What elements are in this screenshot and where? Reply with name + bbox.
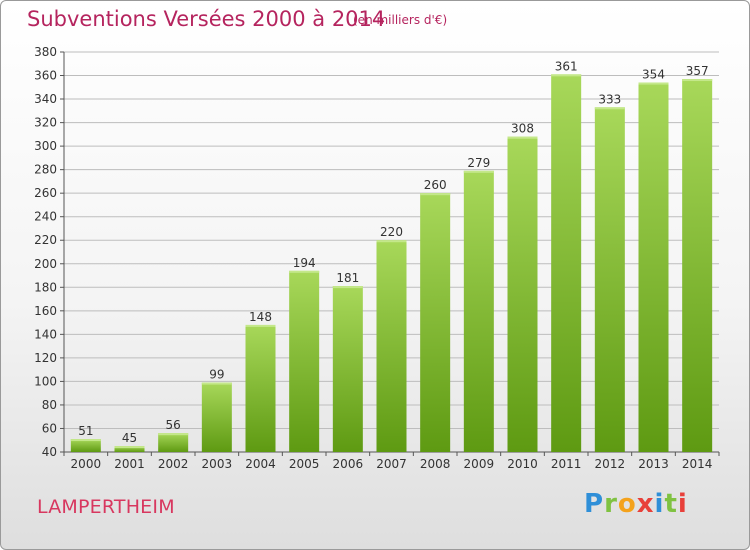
logo-letter: t — [664, 489, 678, 519]
y-tick-label: 40 — [42, 445, 57, 459]
bar-2005 — [289, 270, 320, 452]
bar-highlight — [551, 74, 582, 77]
y-tick-label: 300 — [34, 139, 57, 153]
bar-2014 — [682, 79, 713, 452]
y-tick-label: 160 — [34, 304, 57, 318]
value-label: 194 — [293, 256, 316, 270]
y-tick-label: 320 — [34, 116, 57, 130]
value-label: 51 — [78, 424, 93, 438]
bar-2009 — [463, 170, 494, 452]
bar-highlight — [158, 433, 189, 436]
x-tick-label: 2005 — [289, 457, 320, 471]
y-tick-label: 60 — [42, 421, 57, 435]
y-tick-label: 120 — [34, 351, 57, 365]
value-label: 220 — [380, 225, 403, 239]
value-label: 56 — [166, 418, 181, 432]
bar-highlight — [682, 79, 713, 82]
x-tick-label: 2009 — [464, 457, 495, 471]
bar-2012 — [594, 107, 625, 452]
bar-2002 — [158, 433, 189, 452]
x-tick-label: 2003 — [202, 457, 233, 471]
x-tick-label: 2007 — [376, 457, 407, 471]
bar-highlight — [420, 193, 451, 196]
bar-highlight — [332, 286, 363, 289]
y-tick-label: 340 — [34, 92, 57, 106]
logo-letter: i — [654, 489, 665, 519]
logo-letter: i — [677, 489, 688, 519]
y-tick-label: 380 — [34, 45, 57, 59]
bar-highlight — [201, 382, 232, 385]
y-tick-label: 140 — [34, 327, 57, 341]
bar-highlight — [463, 170, 494, 173]
chart-title: Subventions Versées 2000 à 2014 — [27, 7, 386, 31]
bar-highlight — [507, 136, 538, 139]
proxiti-logo[interactable]: Proxiti — [584, 489, 688, 519]
y-tick-label: 100 — [34, 374, 57, 388]
value-label: 279 — [467, 156, 490, 170]
bar-2006 — [332, 286, 363, 452]
chart-subtitle: (en milliers d'€) — [353, 13, 448, 27]
x-tick-label: 2001 — [114, 457, 145, 471]
x-tick-label: 2006 — [333, 457, 364, 471]
x-tick-label: 2010 — [507, 457, 538, 471]
y-tick-label: 280 — [34, 163, 57, 177]
city-name: LAMPERTHEIM — [37, 496, 175, 518]
value-label: 308 — [511, 122, 534, 136]
value-label: 148 — [249, 310, 272, 324]
value-label: 354 — [642, 68, 665, 82]
bar-highlight — [114, 446, 145, 449]
bar-2003 — [201, 382, 232, 452]
bars — [70, 74, 713, 453]
bar-highlight — [376, 240, 407, 243]
bar-highlight — [594, 107, 625, 110]
bar-2000 — [70, 439, 101, 452]
x-tick-label: 2008 — [420, 457, 451, 471]
x-tick-label: 2014 — [682, 457, 713, 471]
value-label: 333 — [598, 92, 621, 106]
y-tick-label: 360 — [34, 69, 57, 83]
value-label: 99 — [209, 368, 224, 382]
bar-2013 — [638, 82, 669, 453]
y-tick-label: 220 — [34, 233, 57, 247]
bar-highlight — [638, 82, 669, 85]
x-tick-label: 2000 — [71, 457, 102, 471]
y-tick-label: 260 — [34, 186, 57, 200]
y-tick-label: 240 — [34, 210, 57, 224]
bar-2011 — [551, 74, 582, 453]
logo-letter: o — [617, 489, 637, 519]
bar-2008 — [420, 193, 451, 453]
bar-highlight — [245, 324, 276, 327]
x-tick-label: 2012 — [595, 457, 626, 471]
x-tick-label: 2011 — [551, 457, 582, 471]
bar-2004 — [245, 324, 276, 452]
y-tick-label: 200 — [34, 257, 57, 271]
logo-letter: r — [604, 489, 618, 519]
value-label: 45 — [122, 431, 137, 445]
x-tick-label: 2004 — [245, 457, 276, 471]
bar-highlight — [289, 270, 320, 273]
value-label: 181 — [336, 271, 359, 285]
bar-2001 — [114, 446, 145, 452]
labels: 40 60 80 100 120 140 160 180 200 220 240 260 280 300 3… — [34, 45, 712, 471]
logo-letter: x — [636, 489, 655, 519]
value-label: 260 — [424, 178, 447, 192]
logo-letter: P — [584, 489, 605, 519]
bar-2007 — [376, 240, 407, 452]
value-label: 361 — [555, 59, 578, 73]
x-tick-label: 2002 — [158, 457, 189, 471]
x-tick-label: 2013 — [638, 457, 669, 471]
y-tick-label: 180 — [34, 280, 57, 294]
bar-2010 — [507, 136, 538, 453]
y-tick-label: 80 — [42, 398, 57, 412]
bar-highlight — [70, 439, 101, 442]
value-label: 357 — [686, 64, 709, 78]
